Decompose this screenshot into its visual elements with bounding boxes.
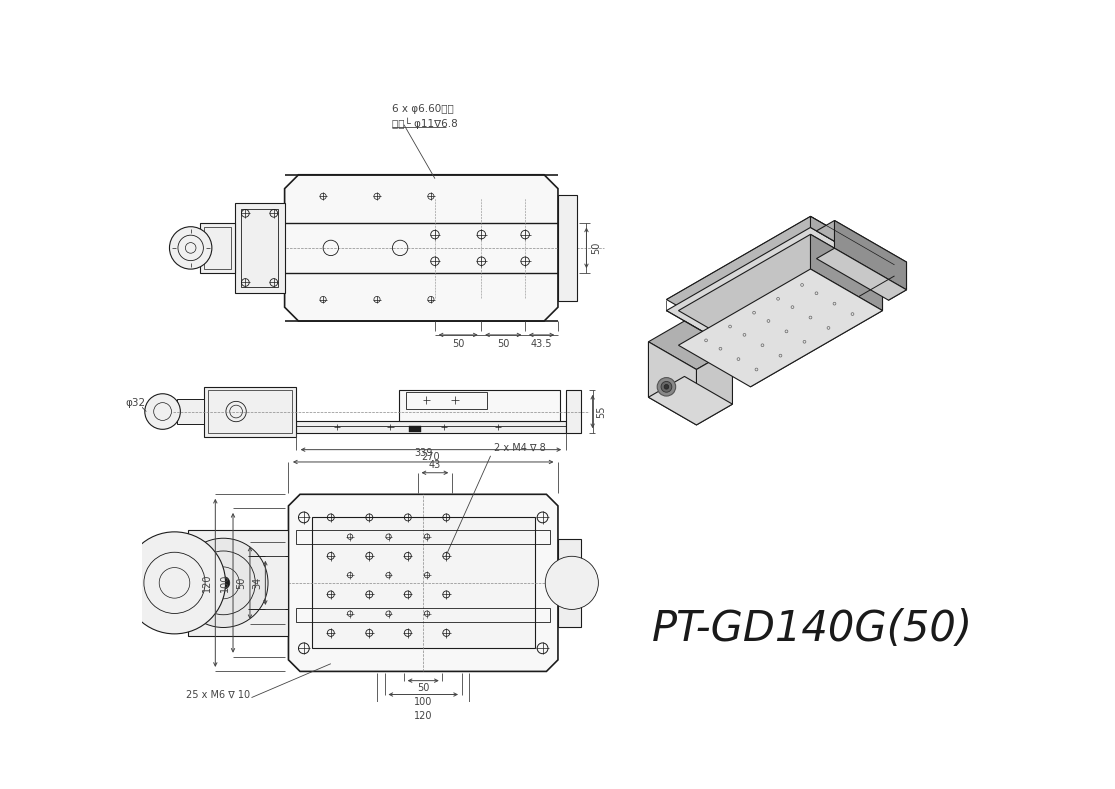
Circle shape xyxy=(545,556,599,609)
Circle shape xyxy=(217,577,230,589)
Polygon shape xyxy=(678,234,882,352)
Circle shape xyxy=(661,381,672,392)
Text: 50: 50 xyxy=(497,339,510,350)
Polygon shape xyxy=(889,262,906,300)
Circle shape xyxy=(169,226,212,269)
Bar xyxy=(409,425,420,432)
Polygon shape xyxy=(697,349,733,425)
Bar xyxy=(297,608,551,622)
Polygon shape xyxy=(667,227,894,359)
Bar xyxy=(207,391,292,432)
Bar xyxy=(398,391,560,421)
Polygon shape xyxy=(834,220,906,290)
Polygon shape xyxy=(289,495,558,671)
Text: 50: 50 xyxy=(452,339,464,350)
Circle shape xyxy=(145,394,181,429)
Text: 6 x φ6.60贯穿: 6 x φ6.60贯穿 xyxy=(392,104,454,114)
Text: 120: 120 xyxy=(202,574,212,592)
Bar xyxy=(177,398,204,424)
Text: 34: 34 xyxy=(252,577,262,589)
Circle shape xyxy=(124,532,225,634)
Bar xyxy=(200,223,234,273)
Bar xyxy=(297,529,551,544)
Polygon shape xyxy=(649,376,733,425)
Bar xyxy=(311,518,535,649)
Polygon shape xyxy=(284,174,558,321)
Text: PT-GD140G(50): PT-GD140G(50) xyxy=(651,608,972,650)
Text: 25 x M6 ∇ 10: 25 x M6 ∇ 10 xyxy=(186,690,250,700)
Circle shape xyxy=(657,378,676,396)
Text: 55: 55 xyxy=(597,406,607,418)
Bar xyxy=(406,392,487,409)
Text: 2 x M4 ∇ 8: 2 x M4 ∇ 8 xyxy=(494,443,546,453)
Circle shape xyxy=(178,538,268,627)
Bar xyxy=(204,387,297,436)
Circle shape xyxy=(665,384,669,389)
Polygon shape xyxy=(816,249,906,300)
Polygon shape xyxy=(816,220,906,272)
Text: 50: 50 xyxy=(236,577,246,589)
Polygon shape xyxy=(811,234,882,311)
Bar xyxy=(297,421,565,432)
Bar xyxy=(565,391,581,432)
Polygon shape xyxy=(811,216,894,276)
Text: 背面└ φ11∇6.8: 背面└ φ11∇6.8 xyxy=(392,118,458,129)
Text: 270: 270 xyxy=(421,452,440,462)
Text: 339: 339 xyxy=(414,447,433,458)
Polygon shape xyxy=(750,276,882,387)
Text: 43.5: 43.5 xyxy=(531,339,552,350)
Polygon shape xyxy=(649,321,733,369)
Bar xyxy=(188,529,289,636)
Text: 120: 120 xyxy=(414,711,433,721)
Bar xyxy=(558,195,578,301)
Bar xyxy=(241,209,279,287)
Text: 100: 100 xyxy=(414,697,433,707)
Bar xyxy=(558,539,581,627)
Text: 43: 43 xyxy=(429,460,442,470)
Polygon shape xyxy=(678,269,882,387)
Text: 100: 100 xyxy=(220,574,230,592)
Polygon shape xyxy=(649,342,697,425)
Text: 50: 50 xyxy=(417,683,429,694)
Polygon shape xyxy=(667,216,894,348)
Text: φ32: φ32 xyxy=(126,398,146,408)
Text: 50: 50 xyxy=(591,241,601,254)
Bar xyxy=(234,203,284,294)
Bar xyxy=(204,226,231,269)
Polygon shape xyxy=(750,265,894,359)
